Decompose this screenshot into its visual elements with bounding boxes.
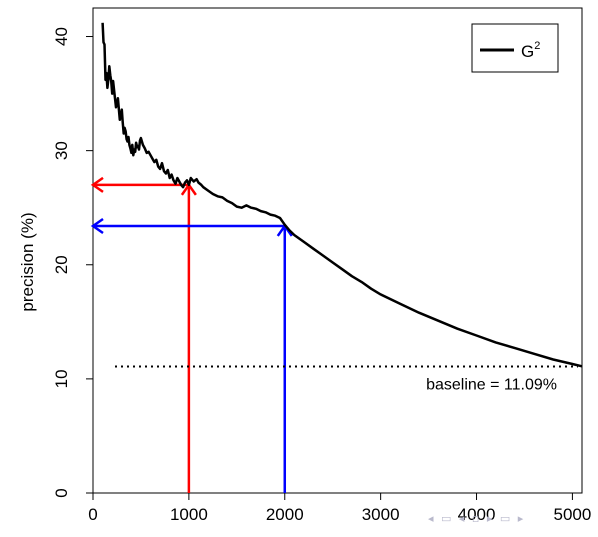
- legend-label-superscript: 2: [534, 40, 540, 52]
- y-tick-label: 40: [52, 27, 71, 46]
- x-tick-label: 2000: [266, 505, 304, 524]
- arrow-head: [90, 176, 104, 193]
- x-tick-label: 3000: [362, 505, 400, 524]
- slide-nav-controls[interactable]: ◂ ▭ ◂ ▫ ▸ ▭ ▸: [428, 512, 526, 525]
- y-tick-label: 30: [52, 141, 71, 160]
- arrow-head: [90, 217, 104, 234]
- legend-label: G2: [521, 40, 540, 61]
- y-tick-label: 20: [52, 255, 71, 274]
- x-tick-label: 4000: [458, 505, 496, 524]
- x-tick-label: 0: [88, 505, 97, 524]
- x-tick-label: 1000: [170, 505, 208, 524]
- baseline-label: baseline = 11.09%: [426, 376, 557, 393]
- legend-label-base: G: [521, 42, 534, 61]
- y-tick-label: 0: [52, 488, 71, 497]
- series-line-g2: [101, 22, 583, 368]
- legend-box: [471, 23, 559, 73]
- y-axis-title: precision (%): [18, 212, 37, 311]
- x-tick-label: 5000: [553, 505, 591, 524]
- y-tick-label: 10: [52, 369, 71, 388]
- plot-frame: [92, 7, 583, 494]
- legend: G2: [471, 23, 559, 73]
